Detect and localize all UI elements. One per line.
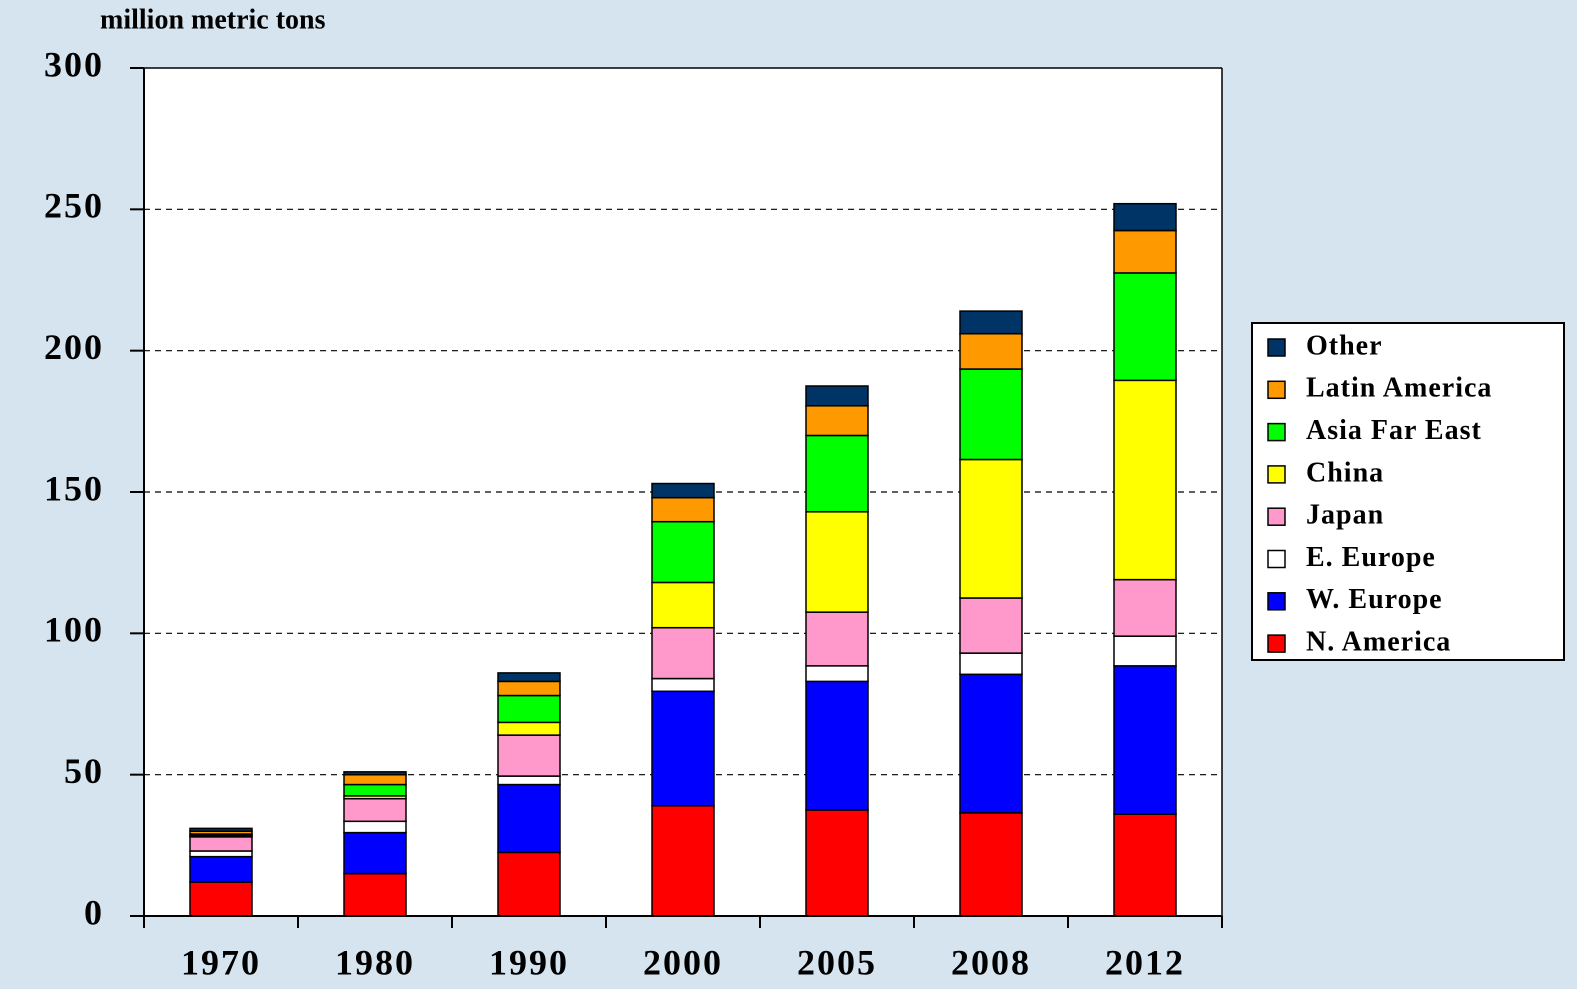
bar-segment	[189, 881, 253, 917]
y-axis-label: million metric tons	[100, 4, 326, 35]
bar-segment	[343, 797, 407, 823]
y-tick-label: 100	[44, 610, 104, 650]
bar-segment	[805, 680, 869, 811]
bar-segment	[959, 332, 1023, 370]
bar-segment	[651, 482, 715, 499]
bar-segment	[497, 783, 561, 854]
bar-segment	[805, 434, 869, 513]
legend-swatch	[1267, 507, 1286, 526]
bar-segment	[959, 310, 1023, 335]
bar-segment	[805, 511, 869, 613]
bar-segment	[497, 734, 561, 777]
bar-segment	[959, 812, 1023, 917]
bar-segment	[343, 872, 407, 917]
bar-segment	[343, 831, 407, 875]
bar-segment	[497, 694, 561, 724]
bar-segment	[497, 721, 561, 736]
bar-segment	[343, 783, 407, 797]
bar-segment	[189, 836, 253, 852]
y-tick-label: 300	[44, 44, 104, 84]
x-tick-label: 2012	[1105, 942, 1185, 982]
legend-label: E. Europe	[1306, 542, 1436, 573]
bar-segment	[497, 775, 561, 786]
bar-segment	[805, 405, 869, 437]
bar-segment	[497, 672, 561, 683]
bar-segment	[651, 520, 715, 584]
legend-swatch	[1267, 465, 1286, 484]
bar-segment	[1113, 665, 1177, 815]
bar-segment	[497, 680, 561, 697]
legend-label: N. America	[1306, 627, 1451, 658]
bar-segment	[343, 771, 407, 776]
bar-segment	[1113, 813, 1177, 917]
legend-label: Latin America	[1306, 373, 1492, 404]
bar-segment	[805, 385, 869, 407]
legend-label: Japan	[1306, 500, 1384, 531]
legend-label: Other	[1306, 330, 1383, 361]
bar-segment	[651, 805, 715, 917]
bar-segment	[1113, 635, 1177, 667]
x-tick-label: 1970	[181, 942, 261, 982]
y-tick-label: 150	[44, 468, 104, 508]
bar-segment	[1113, 578, 1177, 637]
bar-segment	[1113, 202, 1177, 232]
bar-segment	[651, 581, 715, 629]
bar-segment	[343, 820, 407, 834]
bar-segment	[343, 773, 407, 786]
bar-segment	[189, 827, 253, 832]
x-tick-label: 2000	[643, 942, 723, 982]
legend-label: Asia Far East	[1306, 415, 1482, 446]
bar-segment	[805, 809, 869, 917]
legend-label: W. Europe	[1306, 584, 1443, 615]
x-tick-label: 1990	[489, 942, 569, 982]
legend-swatch	[1267, 634, 1286, 653]
y-tick-label: 200	[44, 327, 104, 367]
y-tick-label: 0	[84, 892, 104, 932]
legend-box	[1251, 322, 1565, 661]
bar-segment	[959, 673, 1023, 814]
bar-segment	[805, 665, 869, 683]
legend-label: China	[1306, 457, 1384, 488]
bar-segment	[1113, 229, 1177, 274]
bar-segment	[959, 597, 1023, 654]
legend-swatch	[1267, 422, 1286, 442]
bar-segment	[1113, 379, 1177, 581]
x-tick-label: 2008	[951, 942, 1031, 982]
x-tick-label: 1980	[335, 942, 415, 982]
bar-segment	[651, 626, 715, 680]
bar-segment	[805, 611, 869, 667]
legend-swatch	[1267, 338, 1286, 357]
bar-segment	[1113, 272, 1177, 382]
y-tick-label: 250	[44, 186, 104, 226]
legend-swatch	[1267, 549, 1286, 569]
legend-swatch	[1267, 380, 1286, 400]
x-tick-label: 2005	[797, 942, 877, 982]
bar-segment	[959, 368, 1023, 461]
bar-segment	[651, 677, 715, 693]
bar-segment	[189, 855, 253, 883]
bar-segment	[959, 652, 1023, 676]
bar-segment	[497, 851, 561, 917]
bar-segment	[651, 690, 715, 807]
bar-segment	[189, 850, 253, 858]
bar-segment	[651, 496, 715, 523]
y-tick-label: 50	[64, 751, 104, 791]
bar-segment	[959, 458, 1023, 599]
legend-swatch	[1267, 592, 1286, 611]
